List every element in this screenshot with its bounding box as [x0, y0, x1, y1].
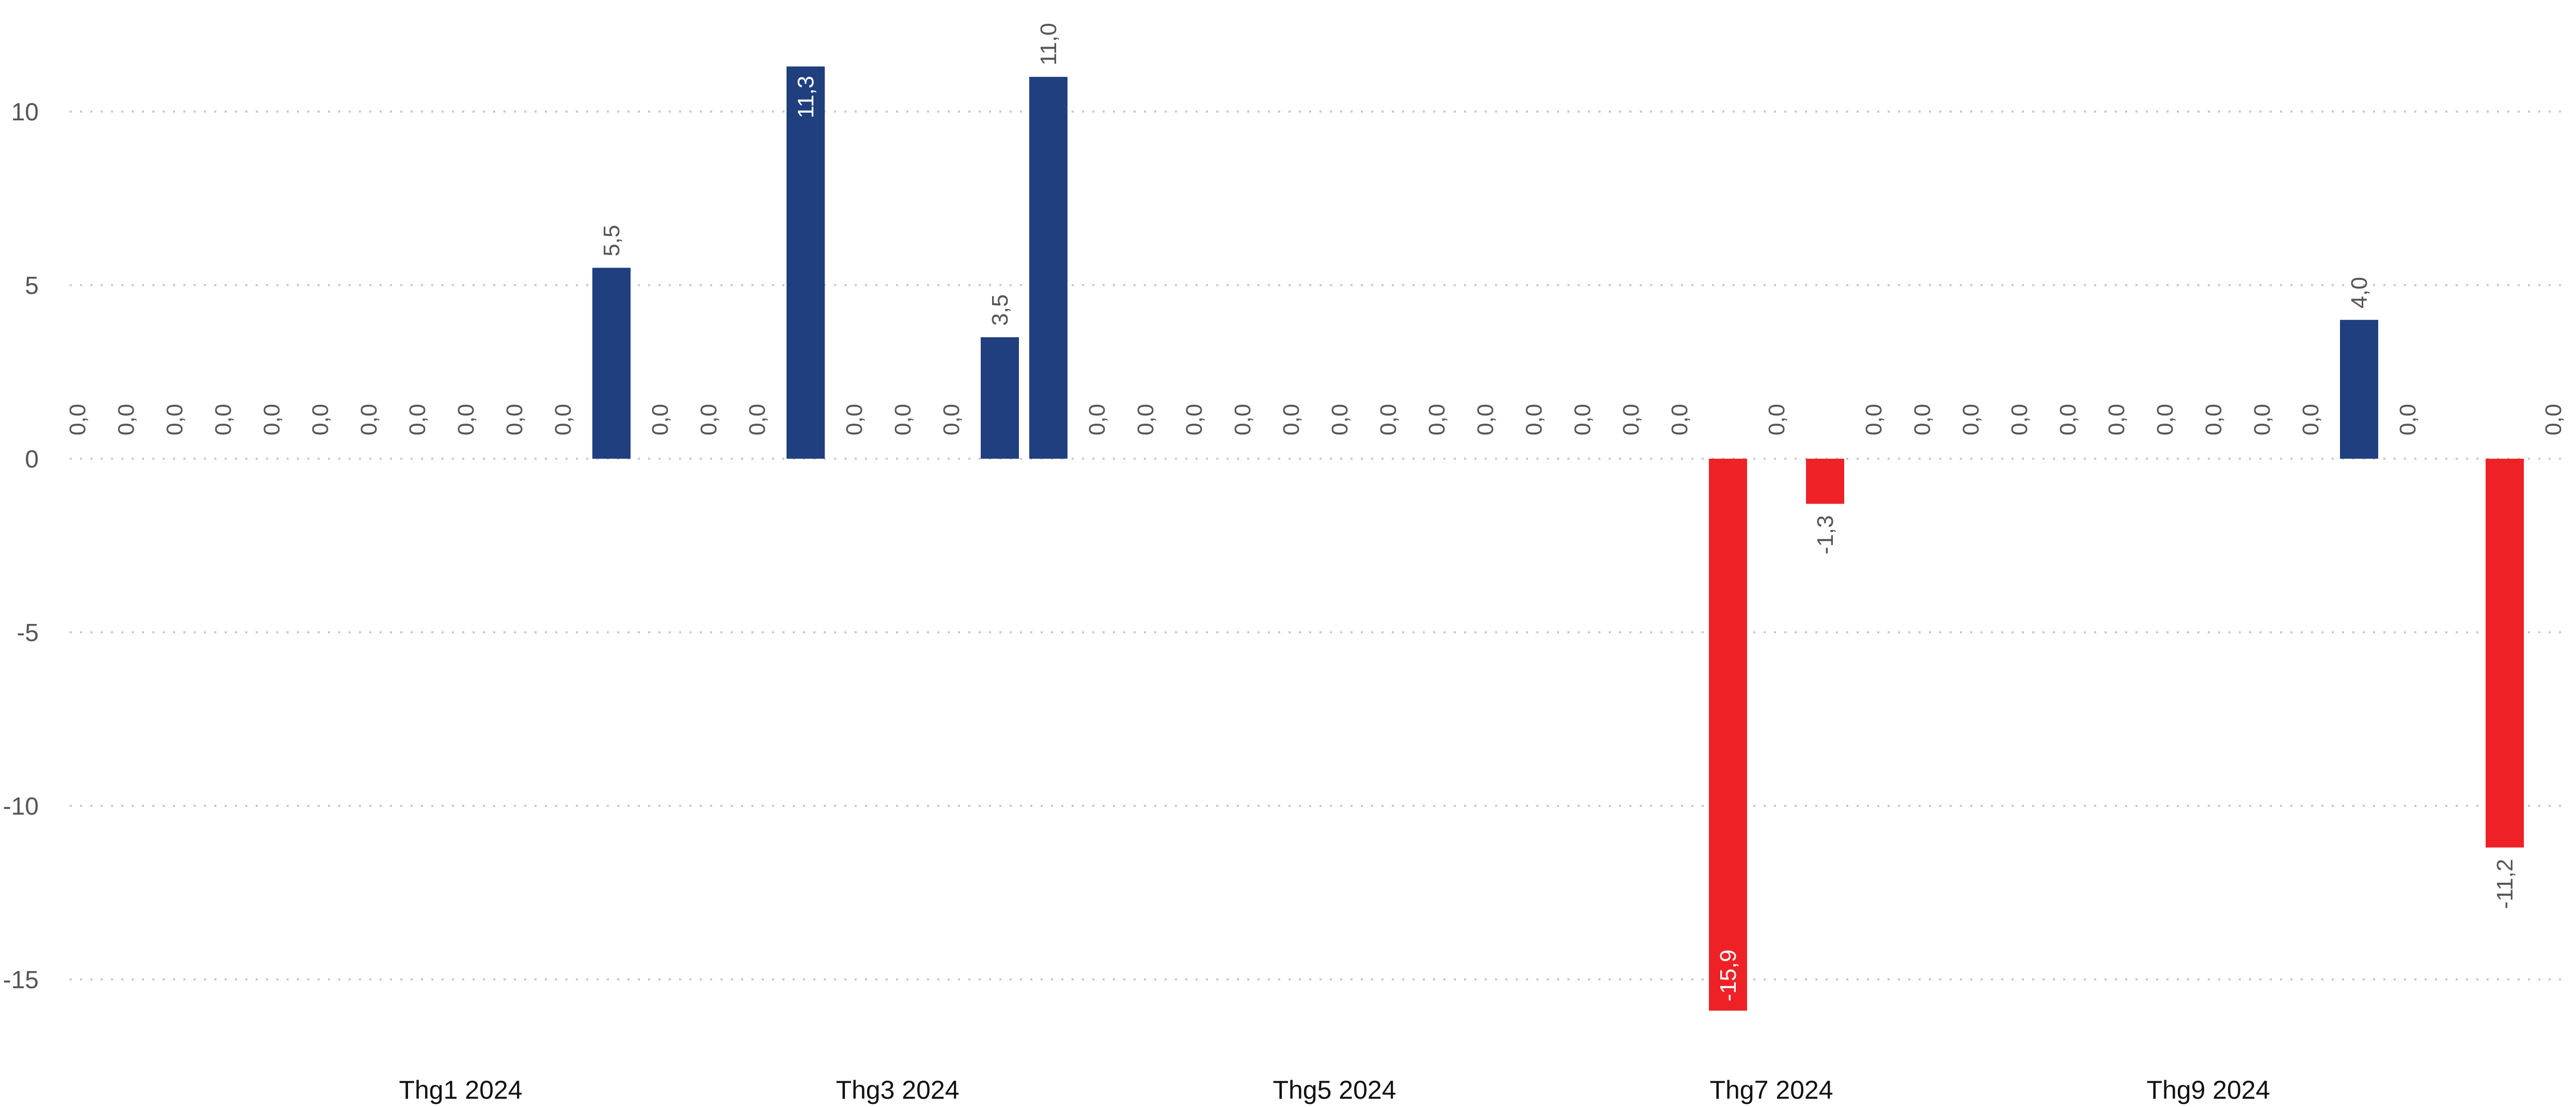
- data-label: 0,0: [1085, 404, 1110, 435]
- data-label: 0,0: [1327, 404, 1353, 435]
- data-label: 0,0: [1182, 404, 1207, 435]
- data-label: 0,0: [939, 404, 964, 435]
- x-axis: Thg1 2024 Thg3 2024 Thg5 2024 Thg7 2024 Thg9…: [399, 1075, 2270, 1104]
- data-label: 0,0: [1230, 404, 1255, 435]
- data-label: 0,0: [2104, 404, 2129, 435]
- data-label: 0,0: [65, 404, 90, 435]
- data-label: 0,0: [2007, 404, 2032, 435]
- data-label: 0,0: [114, 404, 139, 435]
- x-tick-label: Thg7 2024: [1709, 1075, 1833, 1104]
- data-label: 11,0: [1036, 23, 1061, 65]
- data-label: 0,0: [2201, 404, 2226, 435]
- bar: [981, 337, 1019, 459]
- data-label: 0,0: [648, 404, 673, 435]
- data-label: 0,0: [890, 404, 916, 435]
- data-label: -11,2: [2492, 859, 2518, 909]
- x-tick-label: Thg1 2024: [399, 1075, 522, 1104]
- data-label: 0,0: [308, 404, 333, 435]
- bar: [2340, 320, 2378, 459]
- data-label: 0,0: [1133, 404, 1158, 435]
- data-label: 4,0: [2347, 277, 2372, 308]
- y-tick-label: 5: [25, 272, 39, 300]
- y-tick-label: -15: [3, 966, 39, 994]
- data-label: 0,0: [842, 404, 867, 435]
- data-label: 0,0: [405, 404, 430, 435]
- data-label: -1,3: [1813, 515, 1838, 554]
- data-label: 0,0: [1424, 404, 1450, 435]
- data-label: 11,3: [793, 76, 819, 118]
- data-label: 0,0: [2250, 404, 2275, 435]
- data-label: 0,0: [2541, 404, 2566, 435]
- data-label: 0,0: [2395, 404, 2421, 435]
- data-label: 0,0: [696, 404, 721, 435]
- x-tick-label: Thg9 2024: [2146, 1075, 2270, 1104]
- data-labels: 0,0 0,0 0,0 0,0 0,0 0,0 0,0 0,0 0,0 0,0 0,0 5,5 0,0 0…: [65, 23, 2566, 1001]
- data-label: -15,9: [1716, 949, 1741, 1001]
- data-label: 0,0: [211, 404, 236, 435]
- data-label: 0,0: [2055, 404, 2081, 435]
- data-label: 0,0: [2298, 404, 2323, 435]
- gridlines: [70, 111, 2567, 980]
- data-label: 0,0: [1667, 404, 1692, 435]
- data-label: 0,0: [1473, 404, 1498, 435]
- bar: [1806, 459, 1844, 504]
- data-label: 0,0: [1570, 404, 1595, 435]
- bar: [1709, 459, 1747, 1011]
- x-tick-label: Thg3 2024: [836, 1075, 959, 1104]
- data-label: 0,0: [1861, 404, 1887, 435]
- data-label: 0,0: [1619, 404, 1644, 435]
- data-label: 0,0: [356, 404, 382, 435]
- y-axis: 10 5 0 -5 -10 -15: [3, 99, 39, 994]
- y-tick-label: 0: [25, 446, 39, 473]
- data-label: 0,0: [453, 404, 479, 435]
- bar: [592, 268, 631, 459]
- data-label: 0,0: [1376, 404, 1401, 435]
- bar: [787, 66, 825, 459]
- data-label: 0,0: [502, 404, 527, 435]
- data-label: 0,0: [1764, 404, 1789, 435]
- data-label: 3,5: [987, 294, 1013, 326]
- y-tick-label: -10: [3, 793, 39, 820]
- y-tick-label: -5: [17, 619, 39, 647]
- data-label: 0,0: [745, 404, 770, 435]
- data-label: 5,5: [599, 225, 624, 256]
- data-label: 0,0: [1521, 404, 1547, 435]
- bar: [2486, 459, 2524, 848]
- data-label: 0,0: [2153, 404, 2178, 435]
- bars: [592, 66, 2524, 1011]
- x-tick-label: Thg5 2024: [1273, 1075, 1396, 1104]
- data-label: 0,0: [1910, 404, 1935, 435]
- data-label: 0,0: [259, 404, 285, 435]
- data-label: 0,0: [551, 404, 576, 435]
- y-tick-label: 10: [11, 99, 39, 126]
- data-label: 0,0: [1958, 404, 1984, 435]
- data-label: 0,0: [1279, 404, 1304, 435]
- data-label: 0,0: [162, 404, 187, 435]
- bar: [1029, 76, 1067, 459]
